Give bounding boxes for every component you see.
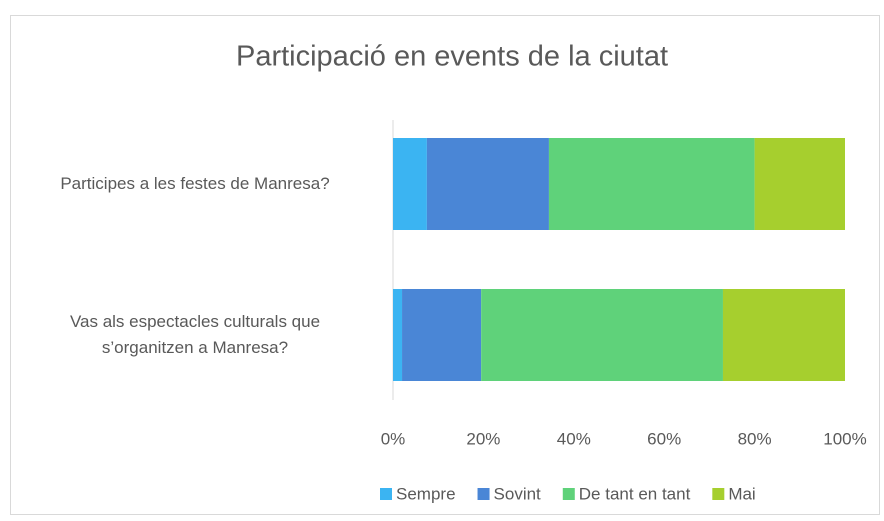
x-tick-label: 40% [557, 429, 591, 448]
category-label: Participes a les festes de Manresa? [60, 174, 330, 193]
legend-swatch [380, 488, 392, 500]
legend-swatch [712, 488, 725, 500]
legend-label: De tant en tant [579, 484, 691, 503]
legend-label: Sempre [396, 484, 456, 503]
bar-segment [481, 289, 723, 381]
legend-swatch [562, 488, 575, 500]
bar-segment [393, 289, 403, 381]
category-label: Vas als espectacles culturals que s’orga… [69, 312, 321, 357]
x-tick-label: 60% [647, 429, 681, 448]
x-tick-label: 100% [823, 429, 866, 448]
bar-segment [426, 138, 549, 230]
bar-segment [393, 138, 427, 230]
legend-label: Sovint [494, 484, 542, 503]
chart-title: Participació en events de la ciutat [236, 41, 668, 73]
bar-segment [402, 289, 482, 381]
x-tick-label: 80% [738, 429, 772, 448]
x-tick-label: 20% [466, 429, 500, 448]
chart-border [10, 15, 880, 515]
bar-segment [722, 289, 845, 381]
bar-segment [754, 138, 845, 230]
x-tick-label: 0% [381, 429, 406, 448]
legend-swatch [477, 488, 490, 500]
bar-segment [548, 138, 755, 230]
legend-label: Mai [728, 484, 755, 503]
